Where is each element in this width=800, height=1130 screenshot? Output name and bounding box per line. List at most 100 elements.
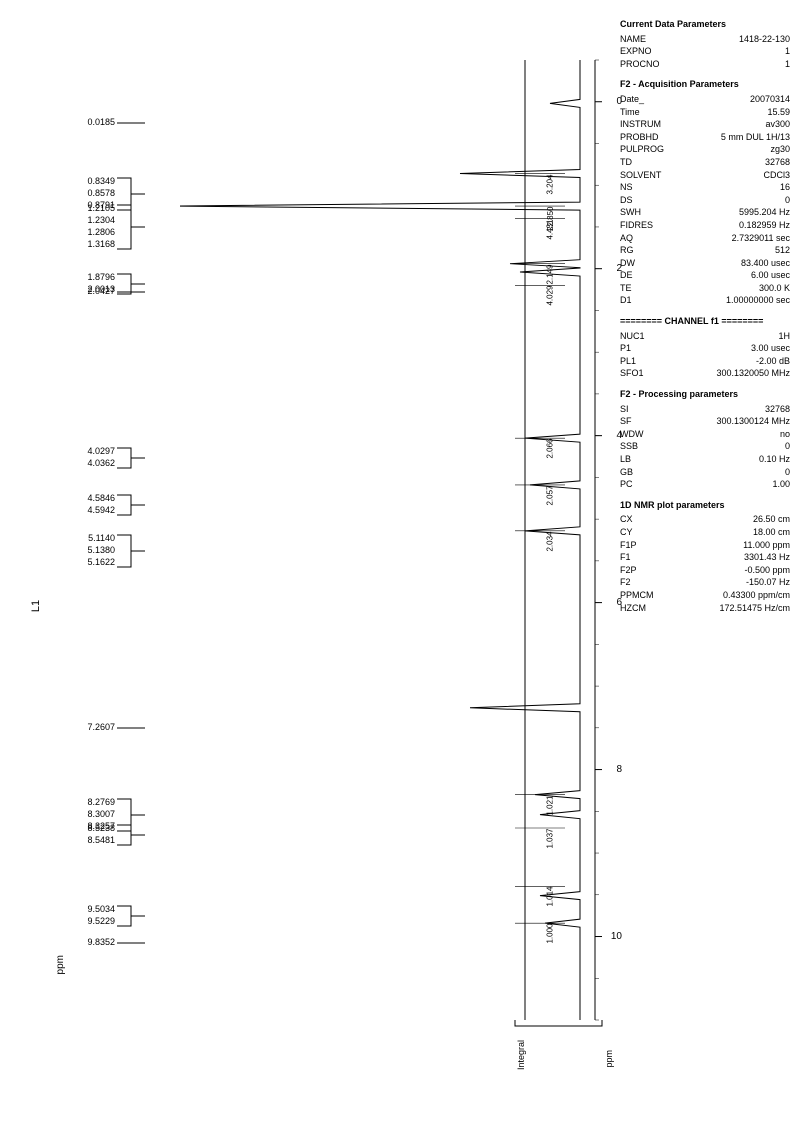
param-section-title: F2 - Acquisition Parameters	[620, 78, 790, 91]
param-key: SFO1	[620, 367, 675, 380]
param-value: av300	[675, 118, 790, 131]
ppm-tick-label: 8	[616, 764, 622, 775]
peak-group: 1.21051.23041.28061.3168	[45, 203, 115, 251]
integral-value: 2.149	[546, 264, 555, 284]
param-row: F2P-0.500 ppm	[620, 564, 790, 577]
param-value: 26.50 cm	[675, 513, 790, 526]
param-value: 512	[675, 244, 790, 257]
peak-value: 1.3168	[45, 239, 115, 251]
param-value: 20070314	[675, 93, 790, 106]
param-value: 32768	[675, 403, 790, 416]
peak-group: 7.2607	[45, 722, 115, 734]
param-row: SWH5995.204 Hz	[620, 206, 790, 219]
peak-group: 9.50349.5229	[45, 904, 115, 928]
param-value: 1	[675, 45, 790, 58]
param-value: 16	[675, 181, 790, 194]
param-row: FIDRES0.182959 Hz	[620, 219, 790, 232]
param-key: PULPROG	[620, 143, 675, 156]
param-row: SFO1300.1320050 MHz	[620, 367, 790, 380]
peak-group: 9.8352	[45, 937, 115, 949]
param-value: 0.10 Hz	[675, 453, 790, 466]
param-value: 1418-22-130	[675, 33, 790, 46]
integral-value: 1.037	[546, 829, 555, 849]
param-value: 1H	[675, 330, 790, 343]
peak-value: 5.1380	[45, 545, 115, 557]
param-key: PL1	[620, 355, 675, 368]
param-row: F2-150.07 Hz	[620, 576, 790, 589]
param-row: INSTRUMav300	[620, 118, 790, 131]
peak-bracket-icon	[117, 117, 147, 129]
peak-value: 1.2105	[45, 203, 115, 215]
peak-value: 0.8578	[45, 188, 115, 200]
integral-value: 1.014	[546, 887, 555, 907]
param-value: 0.182959 Hz	[675, 219, 790, 232]
param-row: SI32768	[620, 403, 790, 416]
param-key: LB	[620, 453, 675, 466]
param-key: TD	[620, 156, 675, 169]
param-value: -150.07 Hz	[675, 576, 790, 589]
peak-value: 1.8796	[45, 272, 115, 284]
param-row: PL1-2.00 dB	[620, 355, 790, 368]
param-value: 2.7329011 sec	[675, 232, 790, 245]
integral-value: 1.021	[546, 795, 555, 815]
param-row: DE6.00 usec	[620, 269, 790, 282]
param-row: SF300.1300124 MHz	[620, 415, 790, 428]
peak-bracket-icon	[117, 722, 147, 734]
param-row: Date_20070314	[620, 93, 790, 106]
param-row: Time15.59	[620, 106, 790, 119]
param-section-title: F2 - Processing parameters	[620, 388, 790, 401]
param-key: D1	[620, 294, 675, 307]
param-key: DW	[620, 257, 675, 270]
peak-value: 1.2806	[45, 227, 115, 239]
param-key: Date_	[620, 93, 675, 106]
param-row: CY18.00 cm	[620, 526, 790, 539]
peak-value: 4.0362	[45, 458, 115, 470]
param-key: TE	[620, 282, 675, 295]
param-row: NUC11H	[620, 330, 790, 343]
param-key: HZCM	[620, 602, 675, 615]
param-value: -2.00 dB	[675, 355, 790, 368]
param-key: DS	[620, 194, 675, 207]
param-value: 0	[675, 440, 790, 453]
param-section-title: ======== CHANNEL f1 ========	[620, 315, 790, 328]
peak-bracket-icon	[117, 937, 147, 949]
param-key: SOLVENT	[620, 169, 675, 182]
param-row: GB0	[620, 466, 790, 479]
param-key: NUC1	[620, 330, 675, 343]
param-key: GB	[620, 466, 675, 479]
param-value: 0.43300 ppm/cm	[675, 589, 790, 602]
integral-value: 1.000	[546, 924, 555, 944]
peak-value: 9.5229	[45, 916, 115, 928]
peak-group: 5.11405.13805.1622	[45, 533, 115, 569]
param-key: PPMCM	[620, 589, 675, 602]
integral-value: 2.034	[546, 531, 555, 551]
param-row: LB0.10 Hz	[620, 453, 790, 466]
peak-value: 1.2304	[45, 215, 115, 227]
peak-bracket-icon	[117, 904, 147, 928]
param-row: HZCM172.51475 Hz/cm	[620, 602, 790, 615]
param-key: CY	[620, 526, 675, 539]
peak-group: 2.0427	[45, 286, 115, 298]
param-value: 0	[675, 194, 790, 207]
param-value: 300.1320050 MHz	[675, 367, 790, 380]
param-value: 0	[675, 466, 790, 479]
param-row: AQ2.7329011 sec	[620, 232, 790, 245]
param-row: CX26.50 cm	[620, 513, 790, 526]
ppm-axis: 3.20422.8504.4312.1494.0292.0662.0572.03…	[510, 40, 610, 1080]
param-row: DS0	[620, 194, 790, 207]
peak-value: 8.5481	[45, 835, 115, 847]
param-row: P13.00 usec	[620, 342, 790, 355]
peak-bracket-icon	[117, 823, 147, 847]
param-value: 300.0 K	[675, 282, 790, 295]
nmr-page: L1 0.01850.83490.85780.87911.21051.23041…	[0, 0, 800, 1130]
param-key: NS	[620, 181, 675, 194]
param-row: NS16	[620, 181, 790, 194]
param-key: PROBHD	[620, 131, 675, 144]
param-key: FIDRES	[620, 219, 675, 232]
param-value: 18.00 cm	[675, 526, 790, 539]
peak-value: 8.3007	[45, 809, 115, 821]
param-row: PULPROGzg30	[620, 143, 790, 156]
param-key: P1	[620, 342, 675, 355]
param-key: F1	[620, 551, 675, 564]
param-value: 5995.204 Hz	[675, 206, 790, 219]
